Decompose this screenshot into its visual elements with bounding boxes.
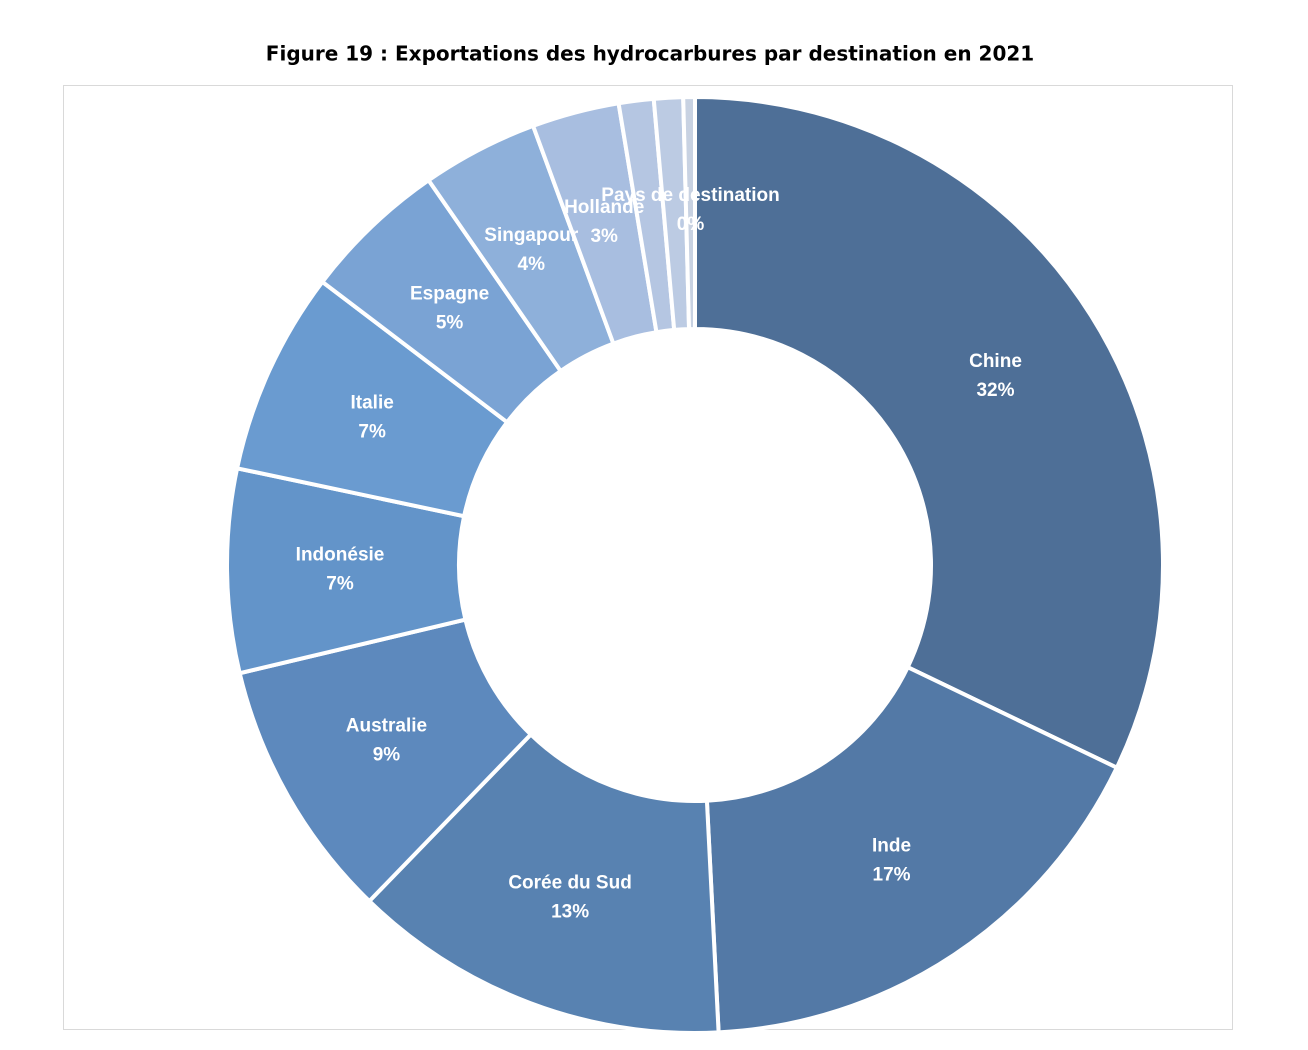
slice-label: Pays de destination (601, 185, 779, 206)
donut-slice (704, 664, 1120, 1035)
slice-label: Inde (872, 836, 911, 857)
slice-label: Singapour (484, 225, 579, 246)
slice-value-label: 4% (518, 254, 546, 275)
slice-value-label: 0% (677, 214, 705, 235)
slice-value-label: 9% (373, 745, 401, 766)
slice-label: Italie (351, 392, 394, 413)
slice-value-label: 17% (873, 865, 911, 886)
donut-slice (693, 94, 1165, 771)
labels: Chine 32% Inde 17% Corée du Sud 13% Australie 9… (296, 185, 1022, 922)
slice-value-label: 3% (590, 226, 618, 247)
slice-value-label: 32% (976, 380, 1014, 401)
slice-value-label: 7% (358, 421, 386, 442)
slice-label: Espagne (410, 284, 489, 305)
slice-label: Hollande (564, 197, 644, 218)
slice-value-label: 7% (326, 573, 354, 594)
slice-value-label: 13% (551, 901, 589, 922)
chart-title: Figure 19 : Exportations des hydrocarbur… (266, 42, 1034, 66)
donut-slice (681, 94, 697, 332)
slice-label: Chine (969, 351, 1022, 372)
slice-value-label: 5% (436, 313, 464, 334)
donut-slice (366, 731, 721, 1035)
slice-label: Indonésie (296, 544, 385, 565)
slices (225, 94, 1165, 1035)
slice-label: Australie (346, 716, 427, 737)
slice-label: Corée du Sud (508, 872, 632, 893)
